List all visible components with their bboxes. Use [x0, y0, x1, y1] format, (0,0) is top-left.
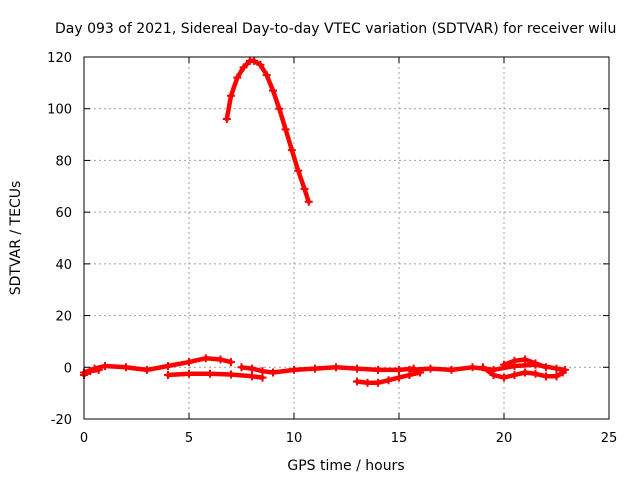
- data-point: [256, 60, 265, 69]
- data-point: [222, 115, 231, 124]
- data-point: [185, 358, 193, 367]
- series-line: [81, 355, 234, 375]
- data-point: [164, 371, 172, 380]
- data-point: [500, 360, 508, 369]
- data-point: [510, 356, 519, 365]
- data-point: [405, 365, 414, 374]
- data-point: [290, 365, 298, 374]
- data-point: [311, 364, 319, 373]
- data-point: [353, 377, 361, 386]
- data-point: [353, 364, 361, 373]
- data-point: [101, 361, 109, 370]
- series-line: [239, 365, 416, 375]
- data-point: [164, 361, 172, 370]
- data-point: [233, 73, 242, 82]
- y-axis-label: SDTVAR / TECUs: [8, 181, 24, 296]
- data-point: [542, 363, 550, 372]
- data-point: [363, 378, 372, 387]
- x-axis-label: GPS time / hours: [287, 458, 404, 474]
- data-point: [552, 364, 561, 373]
- x-tick-label: 15: [391, 431, 408, 446]
- series-arc-5: [237, 363, 418, 377]
- series-arc-2: [80, 354, 235, 377]
- data-point: [468, 363, 477, 372]
- data-point: [300, 184, 309, 193]
- chart-title: Day 093 of 2021, Sidereal Day-to-day VTE…: [55, 21, 616, 37]
- data-point: [94, 365, 103, 374]
- data-point: [227, 358, 235, 367]
- y-tick-label: 20: [55, 310, 72, 325]
- data-point: [216, 355, 225, 364]
- data-point: [294, 166, 303, 175]
- data-point: [269, 86, 277, 95]
- y-tick-label: -20: [51, 413, 72, 428]
- series-arc-9: [500, 355, 550, 372]
- data-point: [384, 376, 393, 385]
- data-point: [521, 368, 529, 377]
- series-line: [224, 58, 311, 205]
- y-tick-label: 40: [55, 258, 72, 273]
- data-point: [143, 365, 151, 374]
- data-point: [122, 363, 130, 372]
- series-arc-8: [479, 363, 567, 382]
- data-point: [237, 363, 246, 372]
- x-tick-label: 10: [286, 431, 303, 446]
- x-tick-label: 25: [601, 431, 618, 446]
- data-point: [521, 355, 529, 364]
- data-point: [374, 365, 382, 374]
- data-point: [531, 359, 540, 368]
- data-point: [395, 373, 403, 382]
- series-arc-1: [222, 56, 313, 206]
- data-point: [275, 104, 284, 113]
- data-point: [269, 368, 277, 377]
- data-point: [206, 369, 214, 378]
- data-point: [227, 370, 235, 379]
- data-point: [395, 365, 403, 374]
- data-point: [500, 373, 508, 382]
- data-point: [250, 56, 259, 65]
- series-arc-6: [353, 368, 424, 387]
- data-point: [426, 364, 435, 373]
- data-series-layer: [80, 56, 569, 387]
- data-point: [248, 364, 256, 373]
- data-point: [86, 367, 95, 376]
- data-point: [304, 197, 313, 206]
- data-point: [239, 63, 248, 72]
- x-tick-label: 20: [496, 431, 513, 446]
- series-arc-4: [164, 369, 267, 382]
- data-point: [287, 146, 296, 155]
- y-tick-label: 60: [55, 206, 72, 221]
- y-tick-label: 0: [64, 361, 72, 376]
- x-tick-label: 0: [80, 431, 88, 446]
- data-point: [258, 367, 267, 376]
- data-point: [447, 365, 456, 374]
- axis-ticks: 0 5 10 15 20 25 -20 0 20 40 60 80 100 120: [47, 51, 617, 446]
- data-point: [332, 363, 340, 372]
- plot-frame: [83, 56, 610, 420]
- data-point: [558, 368, 567, 377]
- data-point: [227, 91, 235, 100]
- x-tick-label: 5: [185, 431, 193, 446]
- data-point: [479, 363, 487, 372]
- y-tick-label: 100: [47, 103, 72, 118]
- data-point: [552, 372, 561, 381]
- data-point: [201, 354, 210, 363]
- data-point: [489, 371, 498, 380]
- data-point: [185, 369, 193, 378]
- y-tick-label: 80: [55, 154, 72, 169]
- data-point: [542, 372, 550, 381]
- y-tick-label: 120: [47, 51, 72, 66]
- data-point: [248, 372, 256, 381]
- data-point: [262, 71, 271, 80]
- data-point: [531, 369, 540, 378]
- data-point: [510, 371, 519, 380]
- data-point: [281, 125, 290, 134]
- data-point: [374, 378, 382, 387]
